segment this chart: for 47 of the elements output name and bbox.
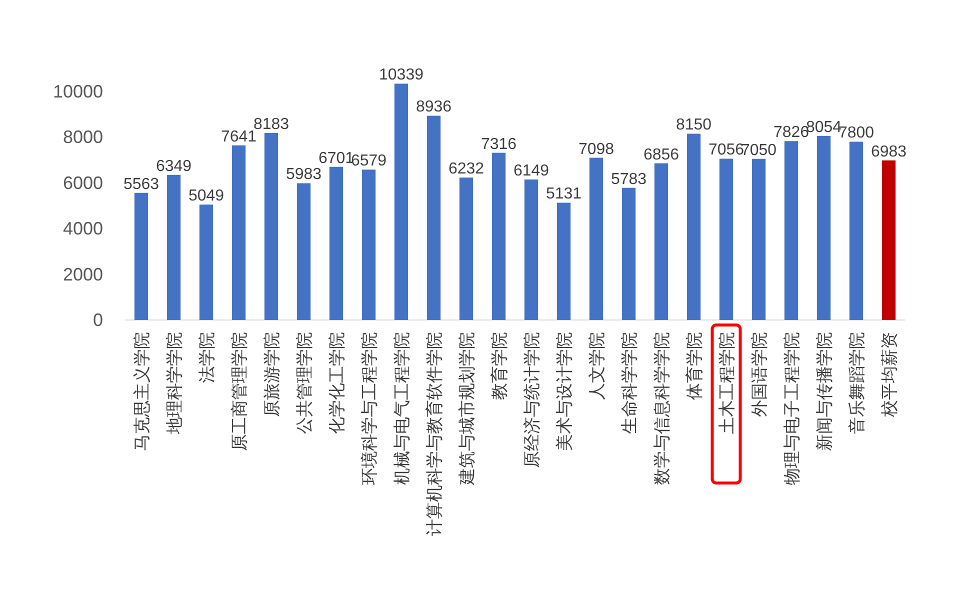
- x-tick-label: 法学院: [197, 332, 216, 383]
- data-label: 6579: [350, 152, 387, 170]
- data-label: 5131: [546, 186, 582, 203]
- x-tick-label: 新闻与传播学院: [814, 332, 834, 451]
- x-tick-label: 美术与设计学院: [554, 332, 574, 451]
- data-label: 6349: [156, 158, 192, 175]
- x-tick-label: 音乐舞蹈学院: [847, 332, 866, 434]
- x-tick-label: 人文学院: [587, 332, 606, 400]
- data-label: 8936: [416, 98, 452, 116]
- x-tick-label: 机械与电气工程学院: [392, 332, 412, 485]
- x-tick-label: 校平均薪资: [880, 332, 899, 418]
- x-tick-label: 土木工程学院: [717, 332, 736, 434]
- x-tick-label: 原旅游学院: [262, 332, 282, 417]
- x-tick-label: 原经济与统计学院: [522, 332, 542, 468]
- x-tick-label: 马克思主义学院: [132, 332, 152, 451]
- data-label: 7316: [480, 136, 517, 153]
- x-tick-label: 计算机科学与教育软件学院: [424, 332, 444, 536]
- data-label: 6856: [643, 146, 680, 164]
- x-tick-label: 环境科学与工程学院: [360, 332, 379, 485]
- data-label: 7098: [578, 140, 614, 158]
- data-label: 10339: [379, 66, 424, 84]
- x-tick-label: 化学化工学院: [327, 332, 346, 434]
- data-label: 8150: [676, 116, 712, 134]
- data-label: 6983: [870, 143, 907, 160]
- data-label: 5983: [286, 166, 322, 184]
- data-label: 5783: [610, 170, 647, 188]
- data-label: 5049: [188, 188, 224, 205]
- x-tick-label: 体育学院: [684, 332, 704, 400]
- y-tick-label: 6000: [62, 172, 103, 193]
- data-label: 7800: [838, 124, 874, 142]
- y-tick-label: 10000: [52, 81, 103, 102]
- data-label: 6149: [513, 162, 550, 180]
- x-tick-label: 建筑与城市规划学院: [457, 332, 476, 486]
- x-tick-label: 数学与信息科学学院: [652, 332, 672, 485]
- data-label: 6232: [448, 160, 484, 178]
- y-tick-label: 8000: [62, 127, 103, 148]
- x-tick-label: 生命科学学院: [620, 332, 639, 434]
- y-tick-label: 0: [92, 310, 103, 330]
- x-tick-label: 原工商管理学院: [230, 332, 249, 451]
- x-tick-label: 物理与电子工程学院: [782, 332, 802, 485]
- x-tick-label: 地理科学学院: [164, 332, 184, 435]
- y-tick-label: 4000: [62, 218, 103, 239]
- data-label: 5563: [123, 176, 160, 193]
- y-tick-label: 2000: [62, 264, 103, 284]
- x-tick-label: 外国语学院: [750, 332, 769, 417]
- x-tick-label: 公共管理学院: [294, 332, 314, 434]
- x-tick-label: 教育学院: [490, 332, 509, 400]
